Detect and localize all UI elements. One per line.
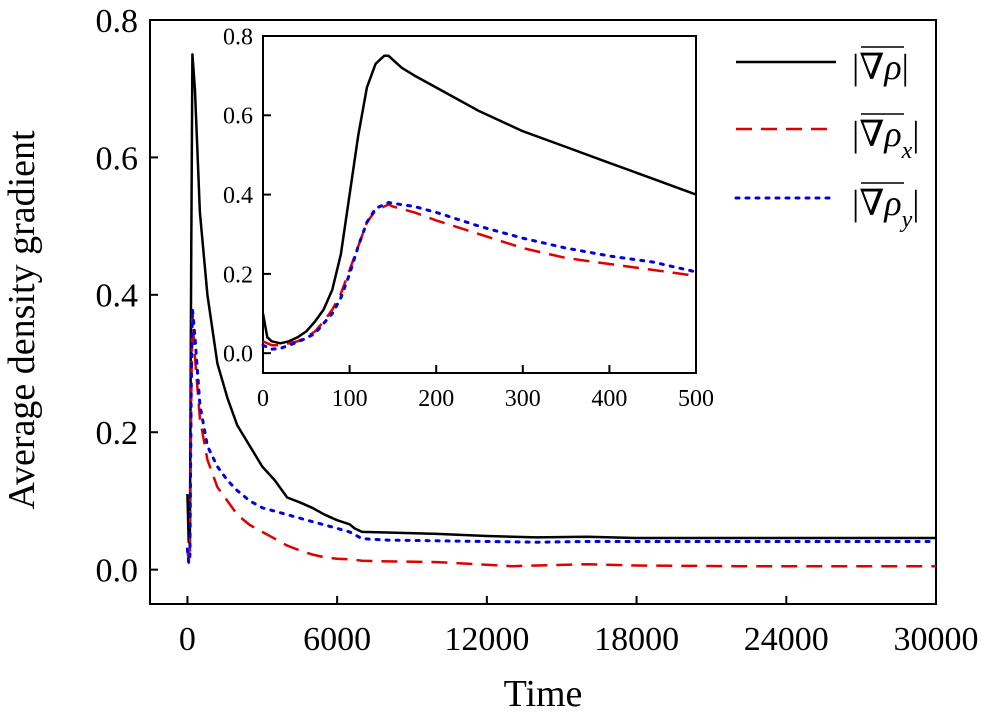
- main-x-tick-label: 30000: [894, 621, 979, 658]
- inset-axis-ticks: 0 100 200 300 400 500 0.0 0.2 0.4 0.6 0.8: [223, 24, 714, 412]
- y-axis-title: Average density gradient: [1, 130, 43, 510]
- main-y-tick-label: 0.4: [96, 278, 139, 315]
- x-axis-title: Time: [504, 673, 583, 715]
- main-series-grad: [186, 53, 936, 544]
- legend-label-grad-x: |∇ρx|: [852, 113, 920, 164]
- main-plot-series: [185, 53, 938, 568]
- main-plot-frame: [149, 19, 937, 605]
- inset-x-tick-label: 200: [418, 386, 454, 412]
- inset-y-tick-label: 0.4: [223, 183, 253, 209]
- main-y-tick-label: 0.6: [96, 140, 139, 177]
- main-axis-ticks: 0 6000 12000 18000 24000 30000 0.0 0.2 0.4 0.6 0.8: [96, 3, 979, 658]
- legend: |∇ρ| |∇ρx| |∇ρy|: [734, 46, 920, 233]
- svg-text:|∇ρy|: |∇ρy|: [852, 183, 920, 233]
- inset-x-tick-label: 500: [678, 386, 714, 412]
- inset-x-tick-label: 300: [505, 386, 541, 412]
- inset-x-tick-label: 100: [332, 386, 368, 412]
- main-series-grad_x: [186, 314, 936, 568]
- inset-y-tick-label: 0.6: [223, 104, 253, 130]
- main-y-tick-label: 0.8: [96, 3, 139, 40]
- main-x-tick-label: 0: [179, 621, 196, 658]
- inset-y-tick-label: 0.8: [223, 24, 253, 50]
- legend-label-grad: |∇ρ|: [852, 46, 909, 87]
- inset-series-grad: [261, 54, 697, 345]
- main-x-tick-label: 12000: [444, 621, 529, 658]
- main-y-tick-label: 0.0: [96, 553, 139, 590]
- legend-label-grad-y: |∇ρy|: [852, 182, 920, 233]
- main-series-grad_y: [185, 307, 938, 565]
- inset-plot-series: [261, 54, 698, 351]
- inset-y-tick-label: 0.2: [223, 262, 253, 288]
- inset-y-tick-label: 0.0: [223, 342, 253, 368]
- main-y-tick-label: 0.2: [96, 415, 139, 452]
- inset-series-grad_y: [261, 201, 698, 351]
- svg-text:|∇ρ|: |∇ρ|: [852, 47, 909, 87]
- main-x-tick-label: 24000: [744, 621, 829, 658]
- svg-text:|∇ρx|: |∇ρx|: [852, 114, 920, 164]
- main-x-tick-label: 18000: [594, 621, 679, 658]
- inset-x-tick-label: 400: [591, 386, 627, 412]
- inset-x-tick-label: 0: [257, 386, 269, 412]
- inset-series-grad_x: [262, 203, 697, 347]
- main-x-tick-label: 6000: [303, 621, 371, 658]
- inset-plot-frame: [262, 35, 697, 374]
